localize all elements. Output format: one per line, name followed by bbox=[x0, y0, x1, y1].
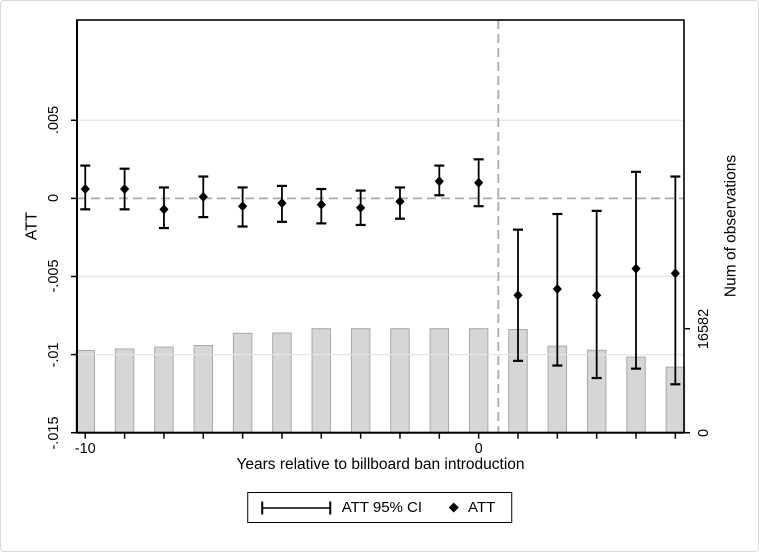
legend-label-ci: ATT 95% CI bbox=[341, 499, 423, 516]
obs-bar bbox=[311, 328, 332, 434]
obs-bar bbox=[75, 350, 96, 434]
att-point bbox=[316, 199, 326, 210]
y-tick-label-left: -.005 bbox=[45, 259, 62, 294]
x-tick-label: -10 bbox=[74, 441, 96, 457]
diamond-icon bbox=[448, 502, 459, 513]
att-point bbox=[513, 290, 523, 301]
att-point bbox=[277, 198, 287, 209]
att-point bbox=[552, 283, 562, 294]
legend-item-ci: ATT 95% CI bbox=[259, 499, 422, 516]
obs-bar bbox=[350, 328, 371, 434]
obs-bar bbox=[390, 328, 410, 434]
att-point bbox=[670, 268, 680, 279]
legend: ATT 95% CI ATT bbox=[246, 492, 513, 523]
y-tick-label-left: -.01 bbox=[45, 342, 62, 368]
att-point bbox=[434, 176, 444, 187]
y-tick-label-left: .005 bbox=[45, 106, 62, 135]
y-tick-label-right: 16582 bbox=[695, 308, 712, 349]
obs-bar bbox=[193, 345, 214, 434]
y-tick-label-left: 0 bbox=[45, 194, 62, 203]
att-point bbox=[395, 196, 405, 207]
att-point bbox=[592, 290, 602, 301]
att-point bbox=[80, 184, 90, 195]
obs-bar bbox=[468, 328, 489, 434]
obs-bar bbox=[154, 346, 174, 434]
x-axis-title: Years relative to billboard ban introduc… bbox=[236, 456, 525, 473]
att-point bbox=[356, 202, 366, 213]
att-point bbox=[198, 191, 208, 202]
att-point bbox=[120, 184, 130, 195]
obs-bar bbox=[429, 328, 450, 434]
y-tick-label-left: -.015 bbox=[45, 416, 62, 450]
obs-bar bbox=[272, 332, 292, 434]
obs-bar bbox=[232, 332, 253, 434]
y-axis-title-left: ATT bbox=[23, 212, 41, 241]
att-point bbox=[238, 201, 248, 212]
legend-item-att: ATT bbox=[448, 499, 495, 516]
att-point bbox=[159, 204, 169, 215]
y-axis-title-right: Num of observations bbox=[722, 155, 740, 298]
obs-bar bbox=[114, 348, 135, 434]
error-bar-icon bbox=[260, 501, 331, 514]
y-tick-label-right: 0 bbox=[695, 428, 712, 437]
att-point bbox=[474, 177, 484, 188]
x-tick-label: 0 bbox=[474, 441, 483, 457]
att-point bbox=[631, 263, 641, 274]
legend-label-att: ATT bbox=[468, 499, 496, 516]
